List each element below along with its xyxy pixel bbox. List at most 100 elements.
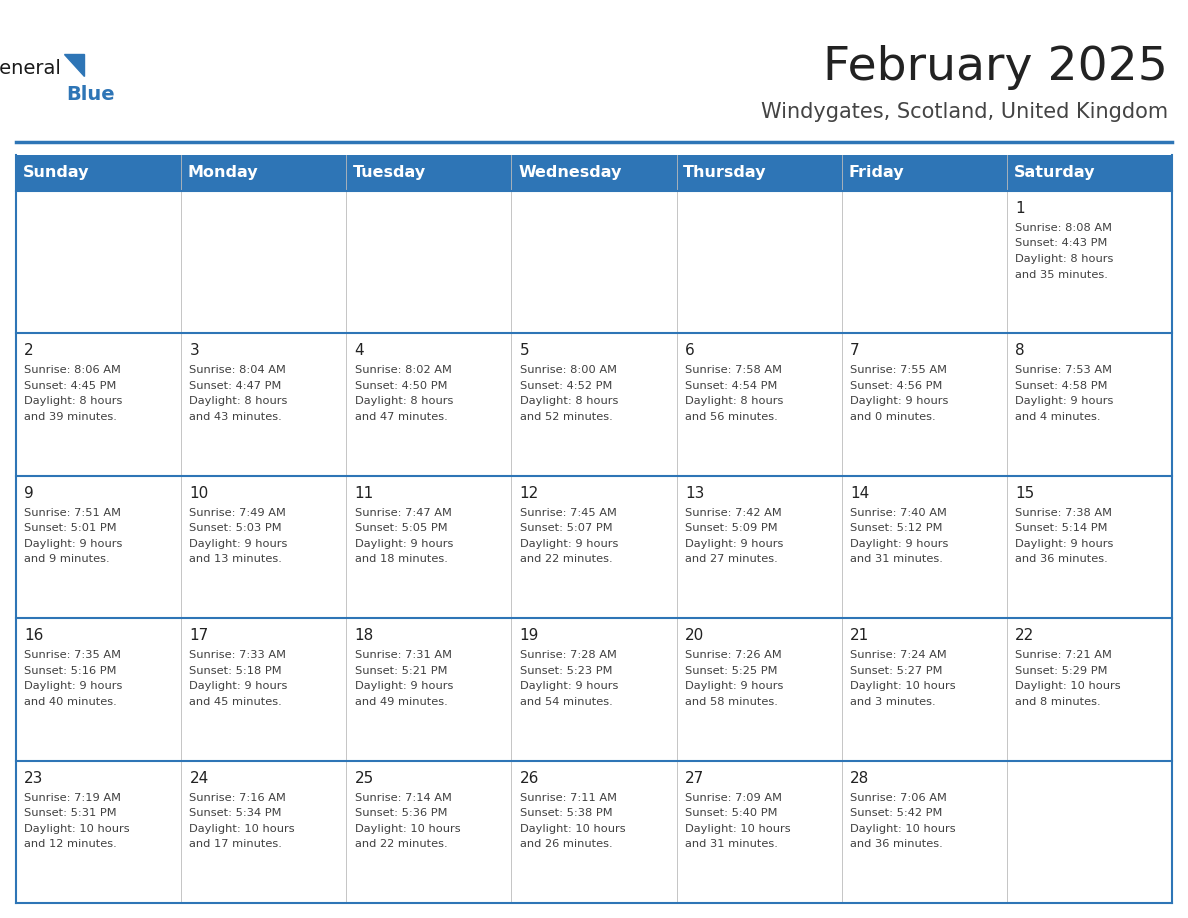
Bar xyxy=(15,155,1173,191)
Bar xyxy=(346,191,511,333)
Text: Daylight: 9 hours: Daylight: 9 hours xyxy=(519,681,618,691)
Text: Daylight: 10 hours: Daylight: 10 hours xyxy=(24,823,129,834)
Text: Sunset: 5:05 PM: Sunset: 5:05 PM xyxy=(354,523,447,533)
Text: 24: 24 xyxy=(189,770,209,786)
Text: Sunset: 4:56 PM: Sunset: 4:56 PM xyxy=(849,381,942,391)
Text: Sunset: 5:07 PM: Sunset: 5:07 PM xyxy=(519,523,612,533)
Bar xyxy=(842,618,1007,761)
Text: 6: 6 xyxy=(684,343,695,358)
Text: Sunset: 5:27 PM: Sunset: 5:27 PM xyxy=(849,666,942,676)
Bar xyxy=(181,333,346,476)
Text: 13: 13 xyxy=(684,486,704,501)
Text: Sunrise: 7:26 AM: Sunrise: 7:26 AM xyxy=(684,650,782,660)
Text: Sunset: 5:31 PM: Sunset: 5:31 PM xyxy=(24,808,116,818)
Text: 14: 14 xyxy=(849,486,870,501)
Text: Daylight: 8 hours: Daylight: 8 hours xyxy=(1015,254,1113,264)
Bar xyxy=(1007,333,1173,476)
Text: 27: 27 xyxy=(684,770,704,786)
Bar xyxy=(677,476,842,618)
Bar xyxy=(1007,618,1173,761)
Polygon shape xyxy=(64,54,84,76)
Text: Sunset: 4:54 PM: Sunset: 4:54 PM xyxy=(684,381,777,391)
Text: Sunset: 5:12 PM: Sunset: 5:12 PM xyxy=(849,523,942,533)
Text: Sunset: 4:52 PM: Sunset: 4:52 PM xyxy=(519,381,612,391)
Text: and 22 minutes.: and 22 minutes. xyxy=(519,554,612,565)
Text: and 58 minutes.: and 58 minutes. xyxy=(684,697,778,707)
Text: Sunset: 5:34 PM: Sunset: 5:34 PM xyxy=(189,808,282,818)
Text: Daylight: 9 hours: Daylight: 9 hours xyxy=(354,681,453,691)
Text: Daylight: 10 hours: Daylight: 10 hours xyxy=(849,681,955,691)
Text: and 3 minutes.: and 3 minutes. xyxy=(849,697,936,707)
Text: 19: 19 xyxy=(519,628,539,644)
Text: Saturday: Saturday xyxy=(1013,165,1095,181)
Text: and 22 minutes.: and 22 minutes. xyxy=(354,839,447,849)
Text: and 31 minutes.: and 31 minutes. xyxy=(849,554,943,565)
Text: and 8 minutes.: and 8 minutes. xyxy=(1015,697,1101,707)
Text: Sunrise: 7:31 AM: Sunrise: 7:31 AM xyxy=(354,650,451,660)
Text: Sunset: 5:14 PM: Sunset: 5:14 PM xyxy=(1015,523,1107,533)
Text: Daylight: 8 hours: Daylight: 8 hours xyxy=(519,397,618,407)
Bar xyxy=(15,618,181,761)
Text: Sunrise: 7:35 AM: Sunrise: 7:35 AM xyxy=(24,650,121,660)
Text: Daylight: 9 hours: Daylight: 9 hours xyxy=(519,539,618,549)
Text: 18: 18 xyxy=(354,628,374,644)
Text: Daylight: 9 hours: Daylight: 9 hours xyxy=(24,539,122,549)
Text: and 52 minutes.: and 52 minutes. xyxy=(519,412,613,422)
Text: and 36 minutes.: and 36 minutes. xyxy=(1015,554,1108,565)
Text: General: General xyxy=(0,59,62,77)
Text: Sunset: 5:36 PM: Sunset: 5:36 PM xyxy=(354,808,447,818)
Text: Daylight: 9 hours: Daylight: 9 hours xyxy=(849,397,948,407)
Text: Sunset: 5:38 PM: Sunset: 5:38 PM xyxy=(519,808,612,818)
Text: and 0 minutes.: and 0 minutes. xyxy=(849,412,936,422)
Text: 25: 25 xyxy=(354,770,374,786)
Bar xyxy=(181,618,346,761)
Text: and 40 minutes.: and 40 minutes. xyxy=(24,697,116,707)
Text: Sunset: 4:50 PM: Sunset: 4:50 PM xyxy=(354,381,447,391)
Text: February 2025: February 2025 xyxy=(823,46,1168,91)
Text: and 43 minutes.: and 43 minutes. xyxy=(189,412,282,422)
Text: 4: 4 xyxy=(354,343,365,358)
Bar xyxy=(181,761,346,903)
Text: and 39 minutes.: and 39 minutes. xyxy=(24,412,118,422)
Text: Daylight: 10 hours: Daylight: 10 hours xyxy=(519,823,625,834)
Bar xyxy=(1007,191,1173,333)
Text: and 56 minutes.: and 56 minutes. xyxy=(684,412,778,422)
Bar xyxy=(677,761,842,903)
Text: 1: 1 xyxy=(1015,201,1025,216)
Text: Sunset: 5:29 PM: Sunset: 5:29 PM xyxy=(1015,666,1107,676)
Bar xyxy=(511,476,677,618)
Text: 26: 26 xyxy=(519,770,539,786)
Bar xyxy=(15,761,181,903)
Bar xyxy=(842,476,1007,618)
Text: Sunrise: 7:58 AM: Sunrise: 7:58 AM xyxy=(684,365,782,375)
Text: and 13 minutes.: and 13 minutes. xyxy=(189,554,283,565)
Text: 22: 22 xyxy=(1015,628,1035,644)
Text: 11: 11 xyxy=(354,486,374,501)
Text: Sunrise: 7:47 AM: Sunrise: 7:47 AM xyxy=(354,508,451,518)
Text: Sunset: 5:23 PM: Sunset: 5:23 PM xyxy=(519,666,612,676)
Text: Daylight: 9 hours: Daylight: 9 hours xyxy=(684,539,783,549)
Text: Daylight: 10 hours: Daylight: 10 hours xyxy=(354,823,460,834)
Bar xyxy=(346,618,511,761)
Text: Sunrise: 7:11 AM: Sunrise: 7:11 AM xyxy=(519,792,617,802)
Text: and 27 minutes.: and 27 minutes. xyxy=(684,554,778,565)
Text: Sunrise: 8:08 AM: Sunrise: 8:08 AM xyxy=(1015,223,1112,233)
Text: Sunset: 5:40 PM: Sunset: 5:40 PM xyxy=(684,808,777,818)
Bar xyxy=(346,333,511,476)
Text: and 45 minutes.: and 45 minutes. xyxy=(189,697,282,707)
Text: 12: 12 xyxy=(519,486,539,501)
Text: Sunrise: 8:00 AM: Sunrise: 8:00 AM xyxy=(519,365,617,375)
Text: Sunrise: 7:55 AM: Sunrise: 7:55 AM xyxy=(849,365,947,375)
Text: 23: 23 xyxy=(24,770,44,786)
Text: Sunrise: 7:19 AM: Sunrise: 7:19 AM xyxy=(24,792,121,802)
Text: Sunset: 5:21 PM: Sunset: 5:21 PM xyxy=(354,666,447,676)
Text: Sunrise: 7:40 AM: Sunrise: 7:40 AM xyxy=(849,508,947,518)
Text: Sunset: 4:58 PM: Sunset: 4:58 PM xyxy=(1015,381,1107,391)
Text: Sunrise: 8:04 AM: Sunrise: 8:04 AM xyxy=(189,365,286,375)
Text: Daylight: 8 hours: Daylight: 8 hours xyxy=(24,397,122,407)
Text: Sunrise: 8:06 AM: Sunrise: 8:06 AM xyxy=(24,365,121,375)
Text: Daylight: 10 hours: Daylight: 10 hours xyxy=(684,823,790,834)
Text: Sunrise: 7:51 AM: Sunrise: 7:51 AM xyxy=(24,508,121,518)
Text: 28: 28 xyxy=(849,770,870,786)
Text: 2: 2 xyxy=(24,343,34,358)
